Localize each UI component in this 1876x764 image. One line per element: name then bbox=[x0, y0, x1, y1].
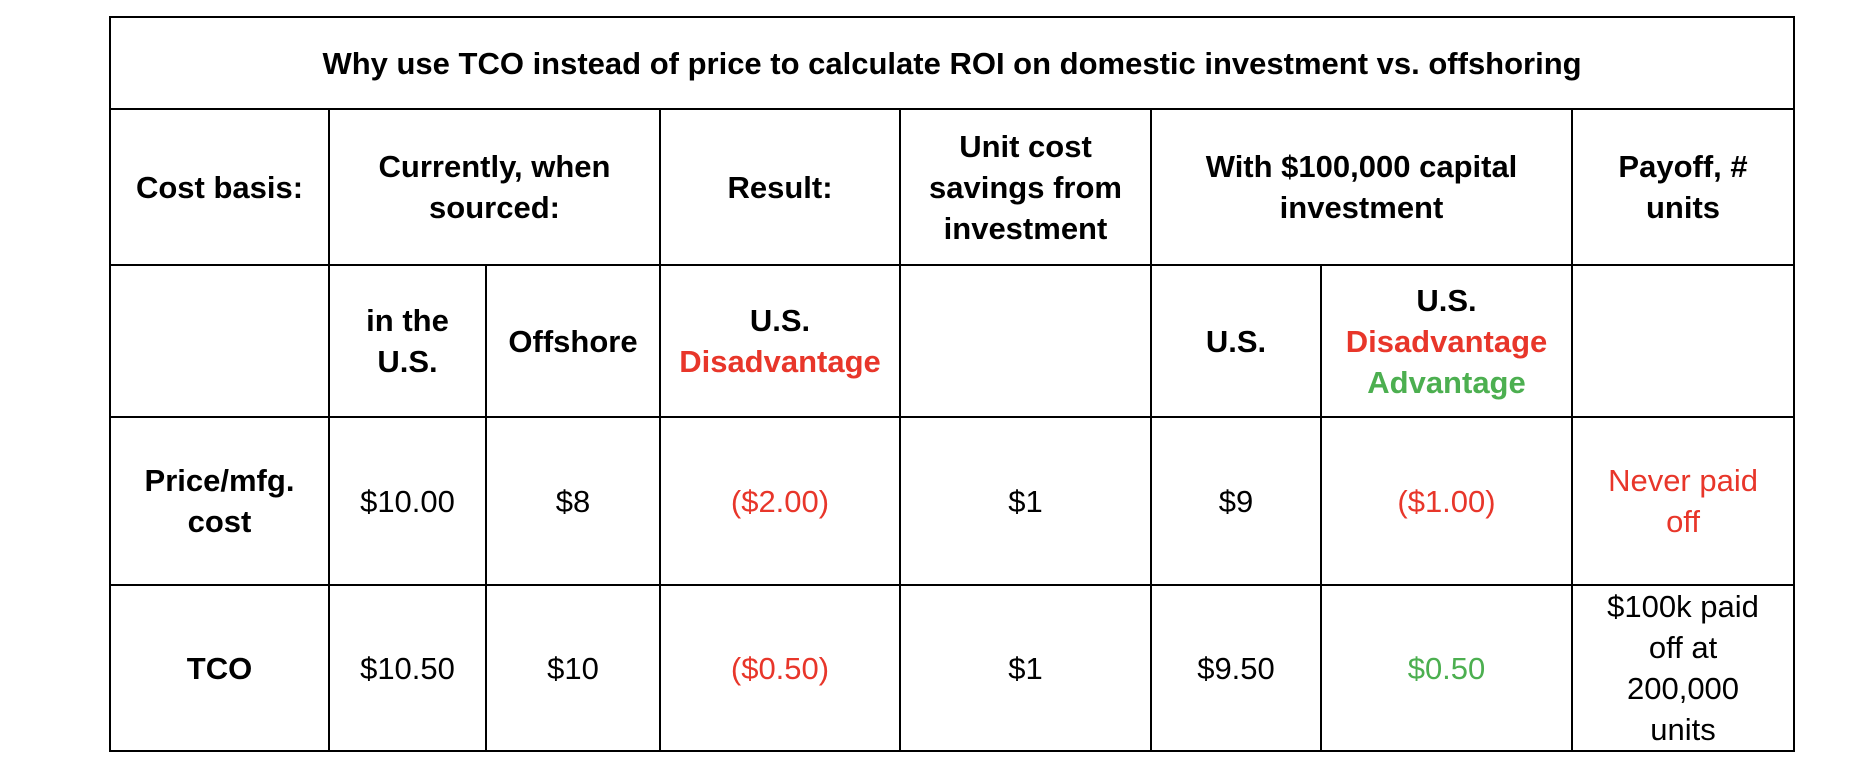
header-with-capital-line1: With $100,000 capital bbox=[1205, 149, 1518, 184]
cell-price-offshore: $8 bbox=[485, 416, 661, 586]
table-row-price: Price/mfg. cost $10.00 $8 ($2.00) $1 $9 … bbox=[109, 416, 1796, 586]
subheader-us-disadvantage: U.S. Disadvantage bbox=[659, 264, 901, 418]
header-cost-basis: Cost basis: bbox=[109, 108, 330, 266]
cell-tco-in-us: $10.50 bbox=[328, 584, 487, 752]
header-with-capital-line2: investment bbox=[1279, 190, 1444, 225]
cell-tco-advantage: $0.50 bbox=[1320, 584, 1573, 752]
tco-roi-table: Why use TCO instead of price to calculat… bbox=[108, 16, 1796, 752]
row-label-price: Price/mfg. cost bbox=[109, 416, 330, 586]
subheader-offshore: Offshore bbox=[485, 264, 661, 418]
cell-tco-result: ($0.50) bbox=[659, 584, 901, 752]
subheader-in-us-line1: in the bbox=[366, 303, 449, 338]
subheader-invest-us: U.S. bbox=[1150, 264, 1322, 418]
cell-price-payoff-line1: Never paid bbox=[1608, 463, 1758, 498]
cell-tco-unit-savings: $1 bbox=[899, 584, 1152, 752]
header-result: Result: bbox=[659, 108, 901, 266]
cell-tco-payoff-line1: $100k paid bbox=[1607, 589, 1759, 624]
subheader-row: in the U.S. Offshore U.S. Disadvantage U… bbox=[109, 264, 1796, 418]
table-row-tco: TCO $10.50 $10 ($0.50) $1 $9.50 $0.50 $1… bbox=[109, 584, 1796, 752]
cell-price-result: ($2.00) bbox=[659, 416, 901, 586]
subheader-result-us: U.S. bbox=[749, 303, 811, 338]
subheader-empty-3 bbox=[1570, 264, 1796, 418]
cell-price-in-us: $10.00 bbox=[328, 416, 487, 586]
header-row: Cost basis: Currently, when sourced: Res… bbox=[109, 108, 1796, 266]
cell-tco-payoff-line2: off at bbox=[1648, 630, 1718, 665]
subheader-adv-disadvantage: Disadvantage bbox=[1345, 323, 1548, 359]
cell-tco-payoff-line4: units bbox=[1650, 712, 1716, 747]
header-unit-cost-line2: savings from bbox=[929, 169, 1122, 205]
cell-tco-payoff-line3: 200,000 bbox=[1626, 671, 1740, 706]
header-unit-cost-line3: investment bbox=[943, 210, 1108, 246]
cell-price-invest-us: $9 bbox=[1150, 416, 1322, 586]
header-payoff-units: Payoff, # units bbox=[1570, 108, 1796, 266]
subheader-result-disadvantage: Disadvantage bbox=[679, 344, 881, 379]
header-unit-cost-line1: Unit cost bbox=[959, 128, 1092, 164]
cell-tco-invest-us: $9.50 bbox=[1150, 584, 1322, 752]
header-payoff-line2: units bbox=[1645, 190, 1721, 225]
header-with-capital-investment: With $100,000 capital investment bbox=[1150, 108, 1573, 266]
cell-price-payoff-line2: off bbox=[1666, 504, 1700, 539]
subheader-adv-advantage: Advantage bbox=[1367, 364, 1526, 400]
subheader-in-us: in the U.S. bbox=[328, 264, 487, 418]
header-currently-sourced: Currently, when sourced: bbox=[328, 108, 661, 266]
cell-tco-offshore: $10 bbox=[485, 584, 661, 752]
row-label-tco: TCO bbox=[109, 584, 330, 752]
row-label-price-line1: Price/mfg. bbox=[144, 463, 295, 498]
subheader-adv-us: U.S. bbox=[1416, 282, 1477, 318]
title-row: Why use TCO instead of price to calculat… bbox=[108, 16, 1796, 110]
subheader-us-disadvantage-advantage: U.S. Disadvantage Advantage bbox=[1320, 264, 1573, 418]
row-label-price-line2: cost bbox=[187, 504, 252, 539]
cell-price-payoff: Never paid off bbox=[1570, 416, 1796, 586]
header-payoff-line1: Payoff, # bbox=[1618, 149, 1748, 184]
table-title: Why use TCO instead of price to calculat… bbox=[108, 16, 1796, 110]
cell-tco-payoff: $100k paid off at 200,000 units bbox=[1570, 584, 1796, 752]
header-currently-sourced-line1: Currently, when bbox=[378, 149, 611, 184]
cell-price-advantage: ($1.00) bbox=[1320, 416, 1573, 586]
subheader-empty-1 bbox=[109, 264, 330, 418]
header-currently-sourced-line2: sourced: bbox=[429, 190, 560, 225]
header-unit-cost-savings: Unit cost savings from investment bbox=[899, 108, 1152, 266]
subheader-empty-2 bbox=[899, 264, 1152, 418]
subheader-in-us-line2: U.S. bbox=[377, 344, 438, 379]
cell-price-unit-savings: $1 bbox=[899, 416, 1152, 586]
